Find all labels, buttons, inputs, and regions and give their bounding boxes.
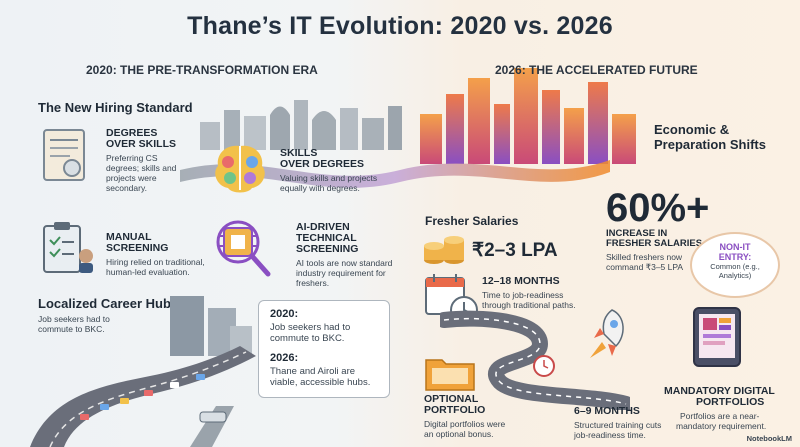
fresher-salaries-heading: Fresher Salaries — [425, 214, 519, 228]
note-2020-line-2: commute to BKC. — [270, 333, 345, 344]
note-2020-line-1: Job seekers had to — [270, 322, 351, 333]
note-heading-2026: 2026: — [270, 352, 299, 364]
note-2026-line-1: Thane and Airoli are — [270, 366, 356, 377]
skyline-2020-illustration — [200, 100, 402, 150]
mandatory-desc-1: Portfolios are a near- — [680, 411, 760, 421]
ai-desc-1: AI tools are now standard — [296, 258, 393, 268]
stat-desc-1: Skilled freshers now — [606, 252, 683, 262]
optional-desc-2: an optional bonus. — [424, 429, 494, 439]
degrees-desc-1: Preferring CS — [106, 153, 158, 163]
ai-title-1: AI-DRIVEN — [296, 221, 350, 233]
skills-desc-1: Valuing skills and projects — [280, 173, 378, 183]
optional-desc-1: Digital portfolios were — [424, 419, 506, 429]
note-2026-line-2: viable, accessible hubs. — [270, 377, 371, 388]
era-label-2020: 2020: THE PRE-TRANSFORMATION ERA — [86, 63, 318, 77]
ai-desc-3: freshers. — [296, 278, 330, 288]
mandatory-title-2: PORTFOLIOS — [696, 396, 765, 408]
folder-icon — [425, 359, 475, 391]
manual-title-2: SCREENING — [106, 242, 169, 254]
clipboard-icon — [43, 222, 93, 273]
stat-desc-2: command ₹3–5 LPA — [606, 262, 684, 272]
mandatory-title-1: MANDATORY DIGITAL — [664, 385, 775, 397]
notebooklm-logo: NotebookLM — [746, 434, 792, 443]
ai-chip-magnifier-icon — [216, 220, 271, 277]
skyline-2026-illustration — [420, 68, 636, 164]
manual-desc-2: human-led evaluation. — [106, 267, 190, 277]
months-short-desc-1: Structured training cuts — [574, 420, 662, 430]
hub-comparison-card — [258, 300, 390, 398]
months-short-title: 6–9 MONTHS — [574, 405, 640, 417]
months-long-desc-1: Time to job-readiness — [482, 290, 564, 300]
hiring-standard-heading: The New Hiring Standard — [38, 100, 193, 115]
salary-2020-value: ₹2–3 LPA — [472, 240, 558, 261]
page-title: Thane’s IT Evolution: 2020 vs. 2026 — [187, 12, 613, 40]
degrees-title-2: OVER SKILLS — [106, 138, 177, 150]
nonit-line-4: Analytics) — [718, 271, 752, 280]
commute-traffic-illustration — [30, 296, 256, 447]
stat-title-2: FRESHER SALARIES — [606, 238, 703, 249]
note-heading-2020: 2020: — [270, 308, 299, 320]
mandatory-desc-2: mandatory requirement. — [676, 421, 767, 431]
skills-title-2: OVER DEGREES — [280, 158, 365, 170]
ai-title-2: TECHNICAL — [296, 232, 357, 244]
non-it-entry-badge: NON-IT ENTRY: Common (e.g., Analytics) — [690, 232, 780, 298]
salary-increase-stat: 60%+ — [606, 186, 710, 230]
career-hubs-heading: Localized Career Hubs — [38, 296, 179, 311]
degrees-desc-4: secondary. — [106, 183, 147, 193]
hubs-desc-2: commute to BKC. — [38, 324, 105, 334]
degrees-desc-2: degrees; skills and — [106, 163, 177, 173]
ai-title-3: SCREENING — [296, 243, 359, 255]
skills-desc-2: equally with degrees. — [280, 183, 360, 193]
tablet-portfolio-icon — [693, 307, 741, 367]
brain-icon — [215, 145, 265, 193]
nonit-line-3: Common (e.g., — [710, 262, 760, 271]
economic-heading-2: Preparation Shifts — [654, 137, 766, 152]
coins-icon — [424, 236, 464, 264]
ai-desc-2: industry requirement for — [296, 268, 386, 278]
nonit-line-2: ENTRY: — [718, 252, 752, 262]
manual-title-1: MANUAL — [106, 231, 152, 243]
optional-title-1: OPTIONAL — [424, 393, 479, 405]
rocket-icon — [590, 309, 624, 358]
optional-title-2: PORTFOLIO — [424, 404, 486, 416]
era-label-2026: 2026: THE ACCELERATED FUTURE — [495, 63, 698, 77]
skills-title-1: SKILLS — [280, 147, 318, 159]
months-short-desc-2: job-readiness time. — [574, 430, 646, 440]
months-long-title: 12–18 MONTHS — [482, 275, 560, 287]
transition-ribbon — [180, 160, 610, 188]
nonit-line-1: NON-IT — [719, 242, 751, 252]
manual-desc-1: Hiring relied on traditional, — [106, 257, 205, 267]
stat-title-1: INCREASE IN — [606, 228, 668, 239]
degrees-title-1: DEGREES — [106, 127, 158, 139]
hubs-desc-1: Job seekers had to — [38, 314, 110, 324]
months-long-desc-2: through traditional paths. — [482, 300, 576, 310]
economic-heading-1: Economic & — [654, 122, 730, 137]
journey-road-illustration — [440, 310, 630, 410]
degrees-desc-3: projects were — [106, 173, 157, 183]
diploma-icon — [43, 129, 85, 181]
